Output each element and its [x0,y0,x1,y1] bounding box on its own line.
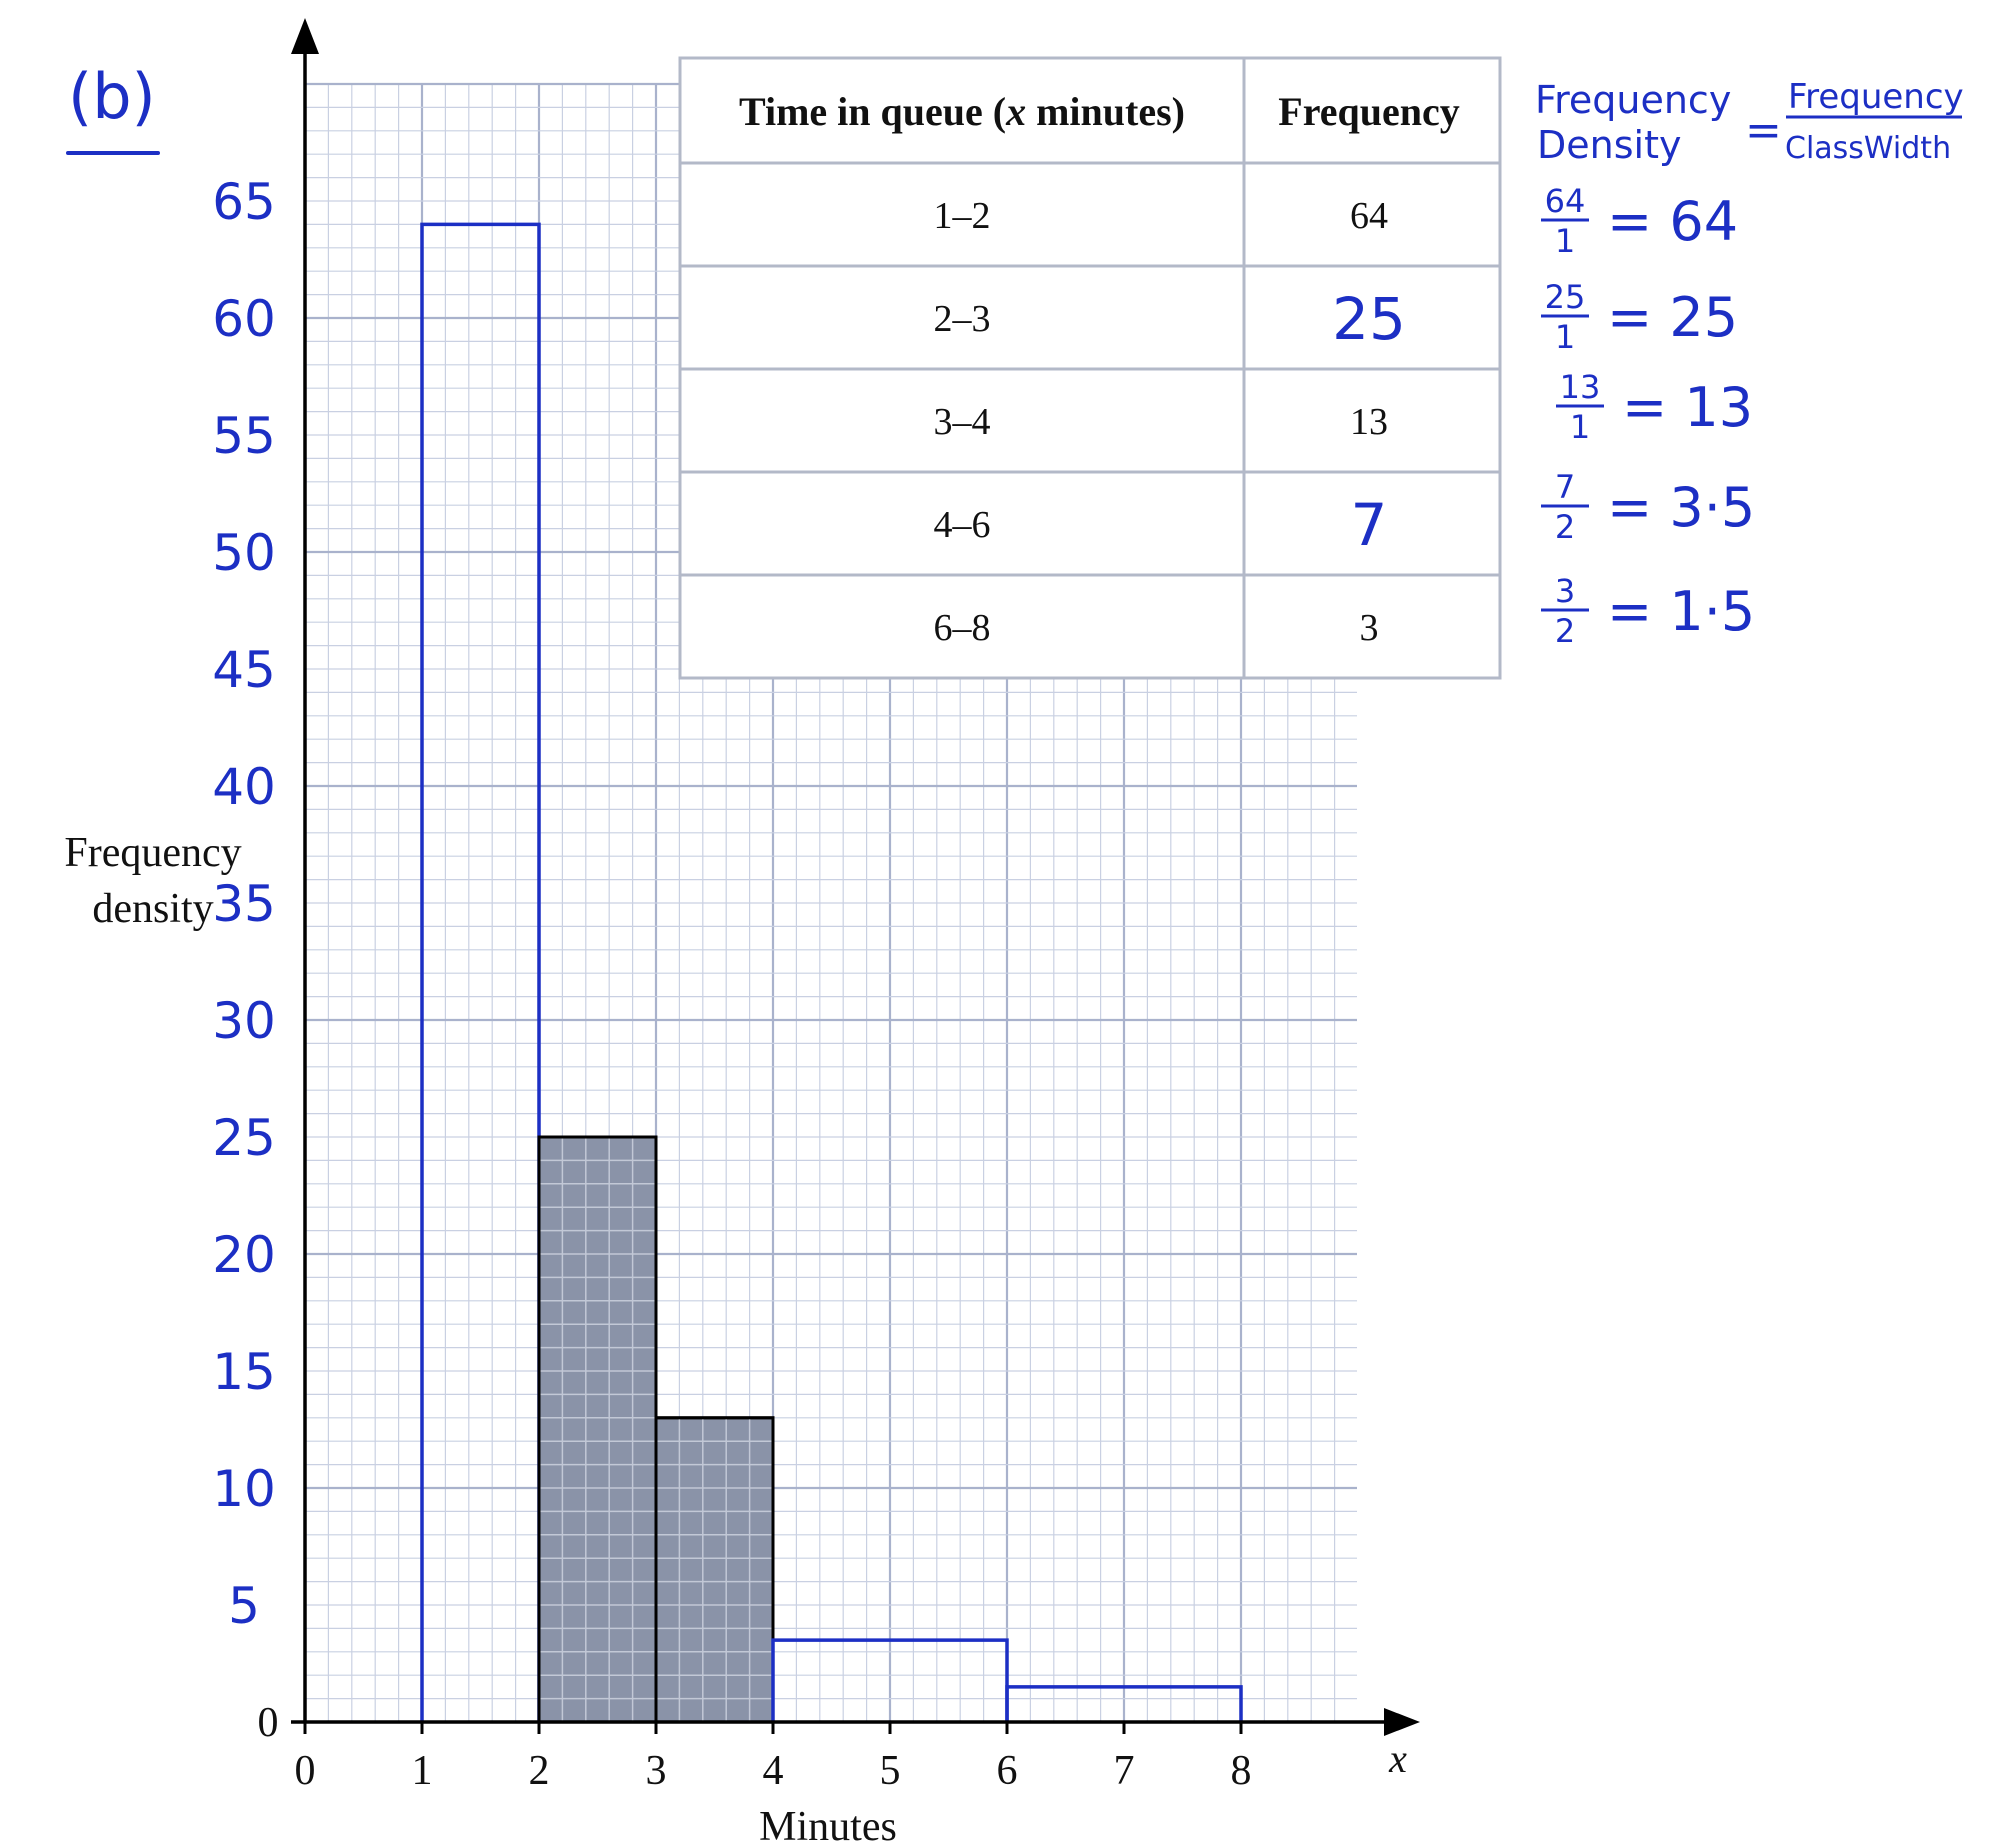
formula-lhs-top: Frequency [1535,78,1731,122]
calc-result: = 13 [1622,376,1753,439]
y-axis-label-line2: density [92,886,213,932]
calc-denominator: 2 [1555,508,1575,546]
calc-numerator: 7 [1555,468,1575,506]
calc-denominator: 1 [1555,318,1575,356]
formula-rhs-top: Frequency [1788,77,1964,117]
calc-result: = 3·5 [1607,476,1755,539]
y-tick-label-origin: 0 [258,1700,279,1746]
y-tick-label-handwritten: 35 [212,875,276,933]
x-tick-label: 2 [529,1748,550,1794]
x-tick-label: 5 [880,1748,901,1794]
table-cell-interval: 1–2 [934,195,991,237]
bar-grid-texture [656,1417,773,1722]
table-grid-lines [680,58,1500,678]
calculation-line: 131 = 13 [1556,368,1753,446]
table-rows: 1–2 64 2–3 25 3–4 13 4–6 7 6–8 3 [934,195,1406,649]
frequency-table: Time in queue (x minutes) Frequency 1–2 6… [678,56,1502,680]
density-formula: Frequency Density = Frequency ClassWidth [1535,77,1964,167]
y-tick-label-handwritten: 15 [212,1343,276,1401]
calc-result: = 64 [1607,190,1738,253]
calculation-line: 251 = 25 [1541,278,1738,356]
y-tick-label-handwritten: 20 [212,1226,276,1284]
table-header-time: Time in queue (x minutes) [739,89,1185,134]
part-label: (b) [68,60,156,133]
calculation-line: 641 = 64 [1541,182,1738,260]
table-cell-interval: 2–3 [934,298,991,340]
table-header-frequency: Frequency [1278,89,1459,134]
calc-denominator: 1 [1555,222,1575,260]
histogram-bars [420,222,1243,1724]
calculation-line: 32 = 1·5 [1541,572,1755,650]
y-axis-arrowhead [291,18,319,54]
calc-numerator: 13 [1560,368,1601,406]
table-row: 3–4 13 [934,401,1389,443]
calculation-line: 72 = 3·5 [1541,468,1755,546]
table-cell-interval: 3–4 [934,401,991,443]
calc-numerator: 25 [1545,278,1586,316]
y-tick-label-handwritten: 5 [228,1577,260,1635]
y-tick-label-handwritten: 65 [212,173,276,231]
table-cell-frequency: 13 [1350,401,1388,443]
x-tick-labels: 0 1 2 3 4 5 6 7 8 [295,1722,1252,1794]
table-cell-interval: 6–8 [934,607,991,649]
table-cell-interval: 4–6 [934,504,991,546]
x-axis-arrowhead [1384,1708,1420,1736]
x-tick-label: 3 [646,1748,667,1794]
calc-result: = 1·5 [1607,580,1755,643]
calc-denominator: 1 [1570,408,1590,446]
y-tick-label-handwritten: 60 [212,290,276,348]
table-cell-frequency-handwritten: 7 [1351,491,1388,559]
calc-numerator: 3 [1555,572,1575,610]
y-tick-label-handwritten: 10 [212,1460,276,1518]
formula-lhs-bottom: Density [1537,123,1681,167]
histogram-bar-outline [420,222,541,1722]
x-axis-letter: x [1388,1736,1407,1781]
table-cell-frequency-handwritten: 25 [1332,285,1406,353]
y-tick-label-handwritten: 25 [212,1109,276,1167]
calc-result: = 25 [1607,286,1738,349]
y-tick-label-handwritten: 45 [212,641,276,699]
table-cell-frequency: 64 [1350,195,1388,237]
x-tick-label: 8 [1231,1748,1252,1794]
histogram-bar-shaded [537,1135,658,1724]
x-tick-label: 6 [997,1748,1018,1794]
y-axis-label-line1: Frequency [64,830,241,876]
table-row: 6–8 3 [934,607,1379,649]
y-tick-label-handwritten: 30 [212,992,276,1050]
formula-rhs-bottom: ClassWidth [1785,131,1951,166]
histogram-bar-shaded [654,1416,775,1724]
calc-denominator: 2 [1555,612,1575,650]
y-tick-label-handwritten: 55 [212,407,276,465]
table-row: 4–6 7 [934,491,1388,559]
y-tick-labels: 0 5 10 15 20 25 30 35 40 45 50 55 60 65 [212,173,305,1746]
bar-grid-texture [539,1137,656,1722]
x-tick-label: 1 [412,1748,433,1794]
table-row: 1–2 64 [934,195,1389,237]
formula-equals: = [1745,105,1782,156]
histogram-bar-outline [771,1638,1009,1722]
y-tick-label-handwritten: 40 [212,758,276,816]
x-tick-label: 7 [1114,1748,1135,1794]
x-tick-label: 0 [295,1748,316,1794]
table-cell-frequency: 3 [1360,607,1379,649]
y-tick-label-handwritten: 50 [212,524,276,582]
histogram-bar-outline [1005,1685,1243,1722]
table-row: 2–3 25 [934,285,1406,353]
calc-numerator: 64 [1545,182,1586,220]
x-tick-label: 4 [763,1748,784,1794]
axes [291,18,1420,1736]
x-axis-label: Minutes [759,1804,897,1846]
